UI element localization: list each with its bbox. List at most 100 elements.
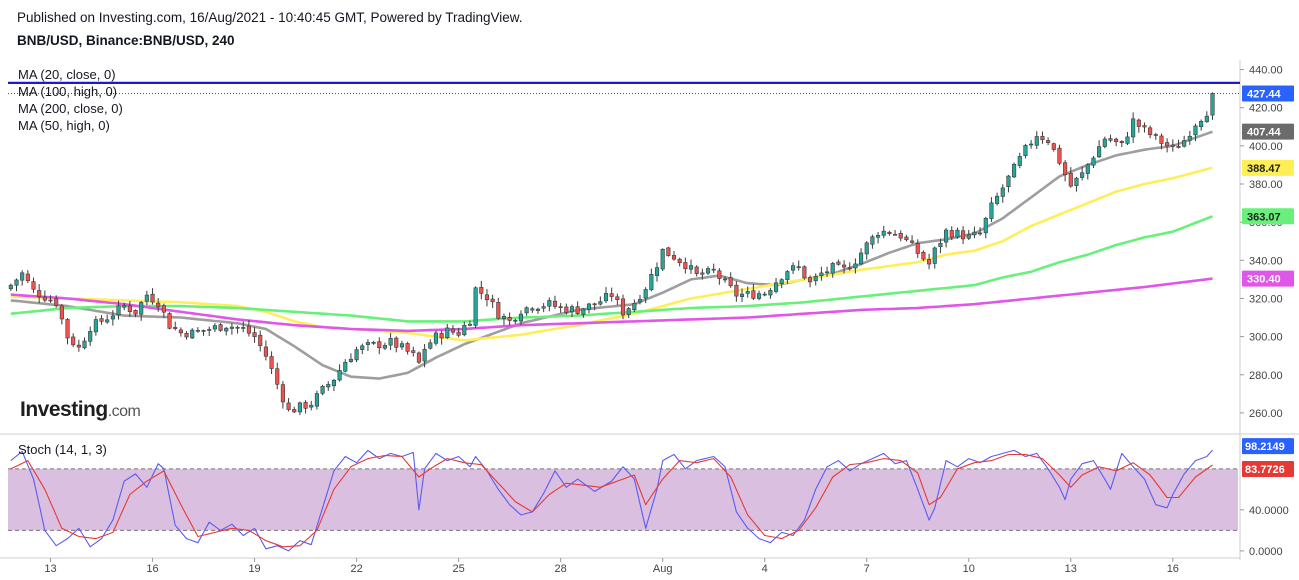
candle-body xyxy=(99,318,104,322)
candle-body xyxy=(649,273,654,291)
candle-body xyxy=(768,290,773,296)
candle-body xyxy=(37,290,42,298)
candle-body xyxy=(898,232,903,239)
candle-body xyxy=(802,266,807,279)
candle-body xyxy=(275,368,280,385)
candle-body xyxy=(133,310,138,315)
candle-body xyxy=(694,266,699,274)
legend-item-ma200[interactable]: MA (200, close, 0) xyxy=(18,101,123,116)
candle-body xyxy=(343,362,348,372)
candle-body xyxy=(348,358,353,362)
candle-body xyxy=(1114,138,1119,142)
candle-body xyxy=(286,402,291,410)
time-tick-label: 16 xyxy=(146,563,158,575)
candle-body xyxy=(938,243,943,248)
price-plot-area xyxy=(8,60,1238,432)
stoch-line xyxy=(10,453,1213,548)
candle-body xyxy=(564,306,569,313)
investing-logo: Investing.com xyxy=(20,398,141,422)
candle-body xyxy=(734,284,739,297)
candle-body xyxy=(139,302,144,315)
candle-body xyxy=(416,352,422,363)
candle-body xyxy=(207,329,212,331)
candle-body xyxy=(972,231,977,236)
candle-body xyxy=(671,255,677,260)
candle-body xyxy=(524,307,529,314)
candle-body xyxy=(65,319,70,339)
candle-body xyxy=(842,264,847,268)
candle-body xyxy=(1097,146,1102,158)
legend-item-ma50[interactable]: MA (50, high, 0) xyxy=(18,118,110,133)
price-tick-label: 340.00 xyxy=(1249,255,1283,267)
candle-body xyxy=(796,266,801,268)
candle-body xyxy=(893,234,898,236)
candle-body xyxy=(637,299,643,303)
candle-body xyxy=(830,263,835,274)
candle-body xyxy=(241,327,246,329)
candle-body xyxy=(484,294,490,301)
candle-body xyxy=(966,234,971,239)
ma-line xyxy=(10,277,1213,333)
candle-body xyxy=(110,315,115,320)
price-tick-label: 280.00 xyxy=(1249,370,1283,382)
candle-body xyxy=(592,303,597,306)
candle-body xyxy=(1034,136,1039,146)
candle-body xyxy=(360,345,365,350)
candle-body xyxy=(82,340,87,349)
time-tick-label: 13 xyxy=(44,563,56,575)
candle-body xyxy=(212,325,217,330)
ma50-value-tag xyxy=(1242,159,1294,176)
candle-body xyxy=(399,343,404,348)
candle-body xyxy=(161,305,166,313)
candle-body xyxy=(705,268,711,274)
candle-body xyxy=(1108,138,1113,141)
candle-body xyxy=(1182,140,1187,147)
candle-body xyxy=(150,293,155,303)
candle-body xyxy=(1085,164,1090,174)
candle-body xyxy=(1068,173,1073,187)
candle-body xyxy=(688,265,694,270)
candle-body xyxy=(717,270,722,279)
candle-body xyxy=(876,235,881,238)
price-tick-label: 300.00 xyxy=(1249,332,1283,344)
published-line: Published on Investing.com, 16/Aug/2021 … xyxy=(17,10,523,25)
price-tick-label: 320.00 xyxy=(1249,293,1283,305)
candle-body xyxy=(337,370,342,381)
candle-body xyxy=(473,287,478,326)
stoch-d-tag xyxy=(1242,460,1294,477)
candle-body xyxy=(881,230,886,236)
candle-body xyxy=(1125,136,1130,144)
last-price-tag-label: 427.44 xyxy=(1247,88,1282,100)
time-tick-label: 7 xyxy=(864,563,870,575)
candle-body xyxy=(927,259,932,265)
stoch-indicator-label[interactable]: Stoch (14, 1, 3) xyxy=(18,442,107,457)
candle-body xyxy=(813,276,818,282)
candle-body xyxy=(54,298,59,306)
candle-body xyxy=(1187,135,1192,141)
candle-body xyxy=(944,229,949,243)
candle-body xyxy=(467,323,473,326)
indicator-legend: MA (20, close, 0) MA (100, high, 0) MA (… xyxy=(18,66,123,134)
candle-body xyxy=(439,333,444,339)
candle-body xyxy=(1000,187,1005,197)
time-tick-label: 4 xyxy=(762,563,768,575)
candle-body xyxy=(1199,121,1204,128)
candle-body xyxy=(887,231,892,234)
price-tick-label: 260.00 xyxy=(1249,408,1283,420)
candle-body xyxy=(422,348,427,362)
candle-body xyxy=(8,284,13,290)
candle-body xyxy=(660,248,665,270)
candle-body xyxy=(921,251,926,260)
candle-body xyxy=(382,345,387,349)
candle-body xyxy=(836,261,841,265)
candle-body xyxy=(773,282,779,292)
candle-body xyxy=(201,330,206,332)
candle-body xyxy=(575,306,580,314)
candle-body xyxy=(1017,156,1022,166)
legend-item-ma20[interactable]: MA (20, close, 0) xyxy=(18,67,116,82)
candle-body xyxy=(501,315,507,319)
candle-body xyxy=(751,290,756,299)
price-tick-label: 420.00 xyxy=(1249,103,1283,115)
legend-item-ma100[interactable]: MA (100, high, 0) xyxy=(18,84,117,99)
stoch-k-tag-label: 98.2149 xyxy=(1245,441,1285,453)
